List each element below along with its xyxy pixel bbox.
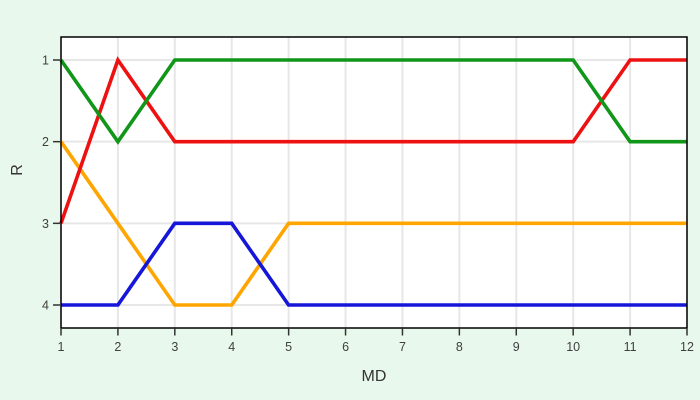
series-orange-line: [59, 140, 687, 307]
x-tick-label: 2: [114, 340, 121, 354]
series-red-line: [59, 56, 687, 224]
x-tick-label: 3: [171, 340, 178, 354]
x-tick-label: 12: [680, 340, 694, 354]
y-tick-label: 1: [42, 54, 49, 68]
x-tick-label: 10: [566, 340, 580, 354]
x-tick-label: 8: [456, 340, 463, 354]
x-tick-label: 1: [58, 340, 65, 354]
x-tick-label: 5: [285, 340, 292, 354]
x-tick-label: 9: [513, 340, 520, 354]
plot-border: [60, 36, 688, 329]
y-axis-title: R: [9, 164, 26, 176]
y-tick-label: 2: [42, 135, 49, 149]
y-tick-label: 3: [42, 217, 49, 231]
x-axis-title: MD: [362, 368, 387, 385]
x-tick-label: 6: [342, 340, 349, 354]
y-tick-label: 4: [42, 299, 49, 313]
x-tick-label: 7: [399, 340, 406, 354]
series-blue-line: [61, 221, 687, 307]
plot-background: [61, 37, 687, 328]
series-green-line: [59, 58, 687, 145]
x-tick-label: 4: [228, 340, 235, 354]
x-tick-label: 11: [624, 340, 637, 354]
